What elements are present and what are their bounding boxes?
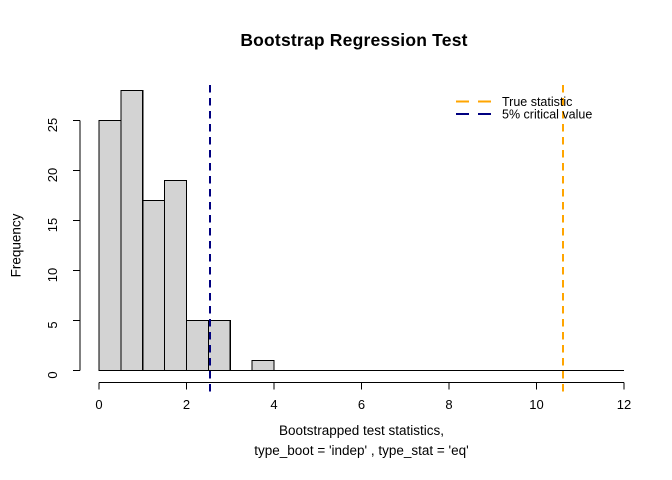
x-axis-label-line2: type_boot = 'indep' , type_stat = 'eq': [254, 443, 469, 458]
histogram-bar: [120, 89, 144, 372]
histogram-bar: [164, 179, 188, 372]
histogram-bar: [251, 359, 275, 372]
y-axis-tick-label: 5: [45, 321, 60, 328]
y-axis-tick-label: 10: [45, 268, 60, 282]
x-axis-tick-label: 8: [445, 397, 452, 412]
plot-title: Bootstrap Regression Test: [240, 30, 468, 50]
y-axis-tick-label: 25: [45, 118, 60, 132]
histogram-bar: [142, 199, 166, 372]
histogram-bar: [207, 319, 231, 372]
x-axis-tick-label: 6: [358, 397, 365, 412]
y-axis-label: Frequency: [8, 213, 24, 278]
x-axis-tick-label: 0: [95, 397, 102, 412]
histogram-bar: [185, 319, 209, 372]
x-axis-tick-label: 4: [270, 397, 277, 412]
legend-label: 5% critical value: [502, 108, 592, 122]
histogram-bar: [98, 119, 122, 372]
x-axis-tick-label: 2: [183, 397, 190, 412]
y-axis-tick-label: 0: [45, 371, 60, 378]
x-axis-label-line1: Bootstrapped test statistics,: [278, 423, 445, 438]
x-axis-tick-label: 12: [617, 397, 631, 412]
y-axis-tick-label: 15: [45, 218, 60, 232]
y-axis-tick-label: 20: [45, 168, 60, 182]
x-axis-tick-label: 10: [529, 397, 543, 412]
x-axis-label: Bootstrapped test statistics, type_boot …: [99, 421, 624, 461]
legend-label: True statistic: [502, 95, 572, 109]
